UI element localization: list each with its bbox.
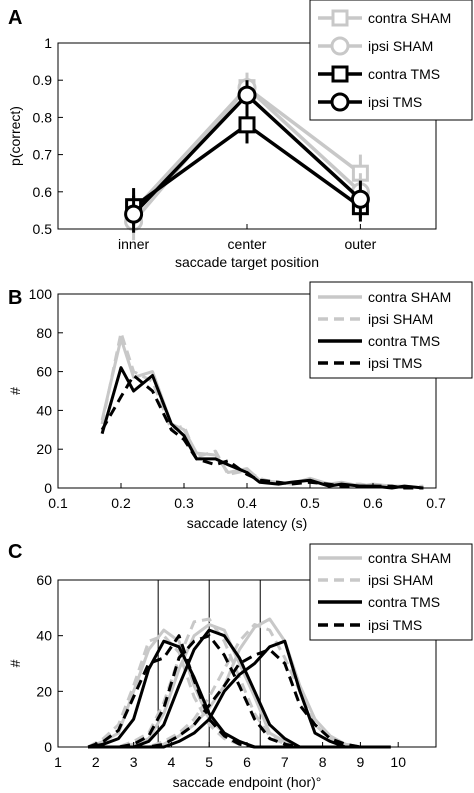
y-tick-label: 0.7 bbox=[33, 147, 53, 163]
series-line bbox=[87, 634, 391, 749]
x-axis-label: saccade endpoint (hor)° bbox=[173, 774, 322, 790]
legend-label: ipsi TMS bbox=[368, 617, 422, 633]
panel-a: A 0.5 0.6 0.7 0.8 0.9 1 inner center outer saccade… bbox=[7, 0, 473, 270]
x-tick-label: 1 bbox=[54, 754, 62, 770]
legend-label: contra SHAM bbox=[368, 289, 451, 305]
y-tick-label: 60 bbox=[36, 364, 52, 380]
legend-marker-circle bbox=[330, 92, 350, 112]
y-tick-label: 40 bbox=[36, 628, 52, 644]
panel-b: B 0 20 40 60 80 100 0.1 0.2 0.3 0.4 0.5 0.6 0.7 saccad… bbox=[7, 281, 473, 531]
x-tick-label: 3 bbox=[130, 754, 138, 770]
series-line bbox=[100, 374, 424, 490]
legend-label: contra TMS bbox=[368, 594, 440, 610]
y-tick-label: 0 bbox=[44, 480, 52, 496]
y-tick-label: 0.8 bbox=[33, 109, 53, 125]
legend-label: ipsi TMS bbox=[368, 94, 422, 110]
y-tick-label: 1 bbox=[44, 35, 52, 51]
x-tick-label: outer bbox=[344, 236, 376, 252]
x-tick-label: 5 bbox=[205, 754, 213, 770]
legend-label: contra SHAM bbox=[368, 10, 451, 26]
x-tick-label: 0.4 bbox=[237, 495, 257, 511]
legend-label: contra TMS bbox=[368, 66, 440, 82]
x-tick-label: inner bbox=[118, 236, 149, 252]
x-tick-label: 7 bbox=[281, 754, 289, 770]
y-axis-label: # bbox=[7, 659, 23, 667]
y-axis-label: # bbox=[7, 387, 23, 395]
panel-letter: A bbox=[8, 7, 22, 29]
y-tick-label: 0 bbox=[44, 739, 52, 755]
legend-label: contra SHAM bbox=[368, 550, 451, 566]
legend: contra SHAM ipsi SHAM contra TMS ipsi TMS bbox=[309, 543, 473, 641]
x-tick-label: 0.6 bbox=[363, 495, 383, 511]
panel-c: C 0 20 40 60 1 2 3 4 5 6 7 8 9 10 saccade endpoint (hor… bbox=[7, 541, 473, 790]
legend-marker-square bbox=[331, 65, 349, 83]
data-point-circle bbox=[237, 85, 257, 105]
x-tick-label: center bbox=[228, 236, 267, 252]
x-tick-label: 0.5 bbox=[300, 495, 320, 511]
y-tick-label: 0.6 bbox=[33, 184, 53, 200]
y-tick-label: 20 bbox=[36, 441, 52, 457]
x-tick-label: 2 bbox=[92, 754, 100, 770]
x-tick-label: 0.3 bbox=[174, 495, 194, 511]
panel-letter: B bbox=[8, 287, 22, 309]
x-axis-label: saccade latency (s) bbox=[187, 515, 308, 531]
series-contra-tms bbox=[100, 366, 424, 490]
legend: contra SHAM ipsi SHAM contra TMS ipsi TMS bbox=[309, 281, 473, 379]
legend-label: ipsi TMS bbox=[368, 355, 422, 371]
x-tick-label: 4 bbox=[168, 754, 176, 770]
x-tick-label: 8 bbox=[319, 754, 327, 770]
x-tick-label: 0.1 bbox=[48, 495, 68, 511]
legend-label: contra TMS bbox=[368, 333, 440, 349]
data-point-circle bbox=[124, 204, 144, 224]
data-point-circle bbox=[350, 189, 370, 209]
data-point-square bbox=[238, 116, 256, 134]
series-ipsi-tms bbox=[100, 374, 424, 490]
y-tick-label: 40 bbox=[36, 402, 52, 418]
legend-label: ipsi SHAM bbox=[368, 38, 433, 54]
y-tick-label: 100 bbox=[29, 286, 53, 302]
x-tick-label: 9 bbox=[357, 754, 365, 770]
panel-letter: C bbox=[8, 541, 22, 563]
y-axis-label: p(correct) bbox=[7, 106, 23, 166]
x-axis-label: saccade target position bbox=[175, 254, 319, 270]
legend-marker-circle bbox=[330, 36, 350, 56]
y-tick-label: 60 bbox=[36, 572, 52, 588]
x-tick-label: 0.7 bbox=[426, 495, 446, 511]
y-tick-label: 0.9 bbox=[33, 72, 53, 88]
legend-marker-square bbox=[331, 9, 349, 27]
legend-label: ipsi SHAM bbox=[368, 311, 433, 327]
legend-label: ipsi SHAM bbox=[368, 572, 433, 588]
x-tick-label: 0.2 bbox=[111, 495, 131, 511]
legend: contra SHAM ipsi SHAM contra TMS ipsi TMS bbox=[309, 0, 473, 121]
y-tick-label: 80 bbox=[36, 325, 52, 341]
y-tick-label: 20 bbox=[36, 683, 52, 699]
x-tick-label: 6 bbox=[243, 754, 251, 770]
y-tick-label: 0.5 bbox=[33, 221, 53, 237]
series-line bbox=[100, 366, 424, 490]
series-ipsi-tms bbox=[124, 80, 370, 233]
x-tick-label: 10 bbox=[390, 754, 406, 770]
